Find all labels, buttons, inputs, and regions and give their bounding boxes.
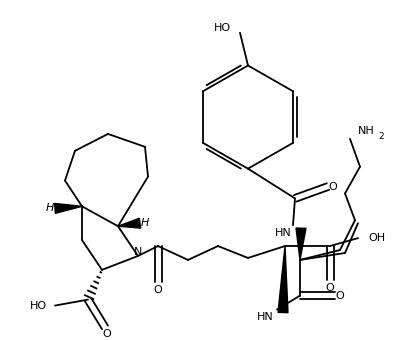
Text: HO: HO	[213, 23, 230, 33]
Text: O: O	[336, 291, 344, 301]
Text: H: H	[141, 218, 149, 228]
Text: NH: NH	[358, 126, 375, 136]
Text: 2: 2	[378, 132, 384, 141]
Text: HO: HO	[30, 301, 47, 310]
Polygon shape	[296, 228, 306, 260]
Text: HN: HN	[275, 228, 291, 238]
Text: O: O	[326, 283, 334, 293]
Text: O: O	[103, 329, 111, 339]
Polygon shape	[118, 218, 140, 228]
Text: O: O	[154, 285, 162, 295]
Text: N: N	[134, 247, 142, 257]
Polygon shape	[55, 203, 82, 213]
Polygon shape	[278, 246, 288, 313]
Text: OH: OH	[368, 233, 385, 243]
Text: O: O	[329, 182, 338, 191]
Text: HN: HN	[257, 312, 273, 322]
Text: H: H	[46, 203, 54, 213]
